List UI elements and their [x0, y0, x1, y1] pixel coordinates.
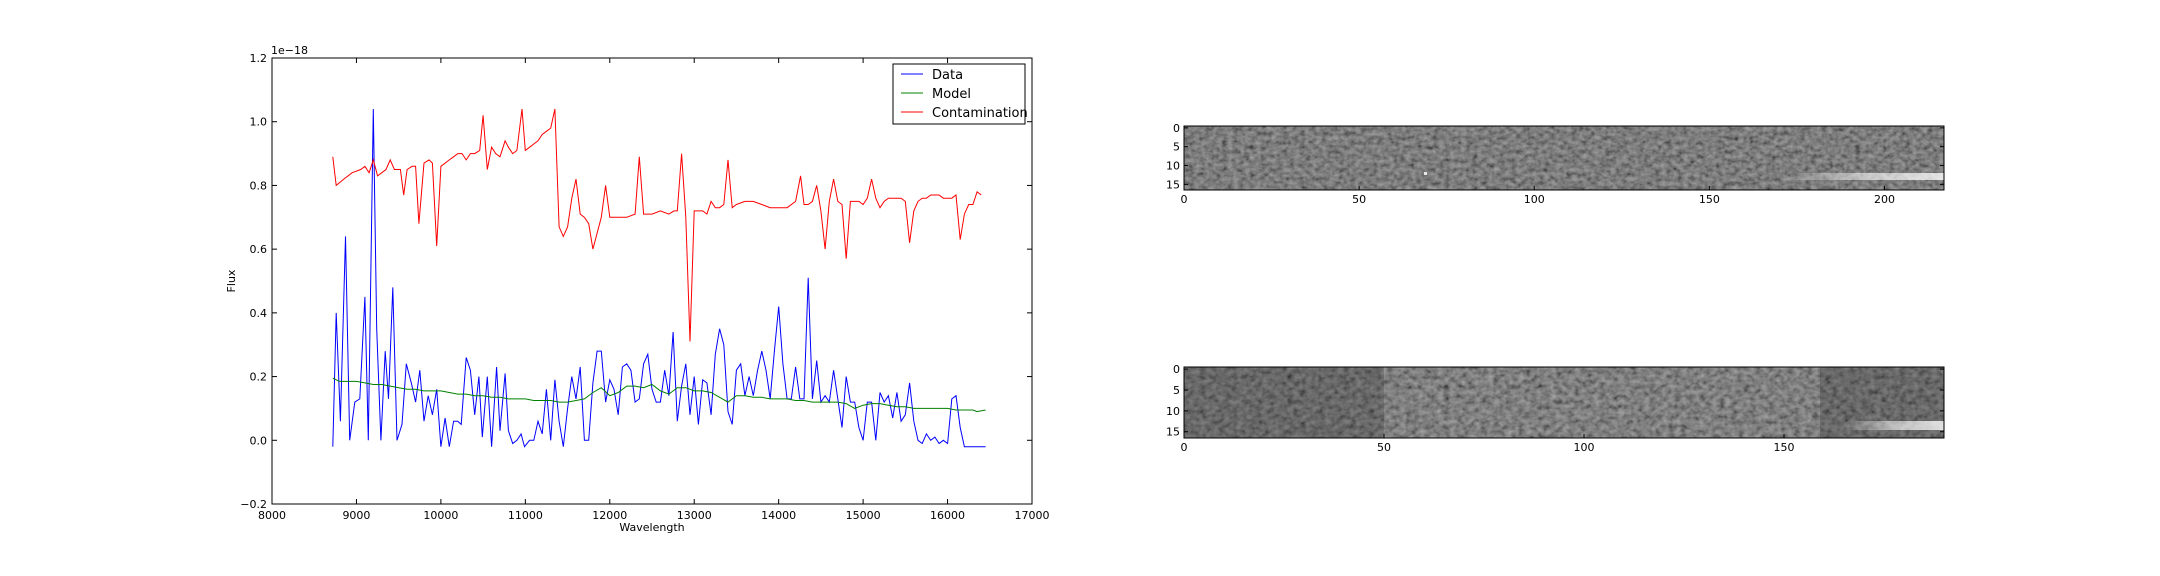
bright-streak: [1780, 173, 1944, 180]
image-y-tick-label: 5: [1173, 384, 1180, 397]
y-axis-label: Flux: [225, 269, 238, 292]
spectrum-chart: 8000 9000 10000 11000 12000 13000 14000 15000 16…: [225, 44, 1050, 534]
image-x-tick-label: 50: [1352, 193, 1366, 206]
image-x-tick-label: 200: [1874, 193, 1895, 206]
image-x-tick-label: 100: [1574, 441, 1595, 454]
image-top-axes: 0 50 100 150 200 0 5 10 15: [1166, 122, 1944, 206]
image-y-tick-label: 15: [1166, 178, 1180, 191]
axis-offset-label: 1e−18: [271, 44, 308, 57]
image-y-tick-label: 10: [1166, 405, 1180, 418]
image-frame: [1183, 366, 1945, 439]
series-line-contamination: [332, 108, 982, 342]
spectrum-image-top: 0 50 100 150 200 0 5 10 15: [1166, 122, 1945, 206]
x-tick-label: 13000: [677, 509, 712, 522]
series-line-model: [332, 377, 986, 413]
y-tick-label: 1.0: [250, 116, 268, 129]
image-x-tick-label: 100: [1524, 193, 1545, 206]
x-tick-label: 10000: [423, 509, 458, 522]
plot-area: [272, 58, 1032, 504]
bright-streak: [1840, 421, 1944, 430]
image-frame: [1183, 125, 1945, 191]
legend: Data Model Contamination: [892, 63, 1028, 125]
x-tick-label: 14000: [761, 509, 796, 522]
image-x-tick-label: 0: [1181, 441, 1188, 454]
x-tick-label: 9000: [342, 509, 370, 522]
y-tick-label: 0.8: [250, 179, 268, 192]
image-x-tick-label: 50: [1377, 441, 1391, 454]
series-layer: [332, 108, 986, 448]
y-tick-label: −0.2: [240, 498, 267, 511]
image-y-tick-label: 0: [1173, 363, 1180, 376]
legend-label-data: Data: [932, 68, 963, 83]
image-bottom-axes: 0 50 100 150 0 5 10 15: [1166, 363, 1944, 454]
y-tick-label: 0.2: [250, 371, 268, 384]
x-axis: 8000 9000 10000 11000 12000 13000 14000 15000 16…: [258, 58, 1050, 522]
y-axis: −0.2 0.0 0.2 0.4 0.6 0.8 1.0 1.2: [240, 52, 1032, 511]
x-tick-label: 12000: [592, 509, 627, 522]
image-x-tick-label: 0: [1181, 193, 1188, 206]
image-y-tick-label: 0: [1173, 122, 1180, 135]
x-tick-label: 16000: [930, 509, 965, 522]
image-y-tick-label: 5: [1173, 141, 1180, 154]
image-x-tick-label: 150: [1699, 193, 1720, 206]
x-tick-label: 15000: [846, 509, 881, 522]
legend-box: [892, 63, 1026, 125]
y-tick-label: 1.2: [250, 52, 268, 65]
x-tick-label: 17000: [1015, 509, 1050, 522]
y-tick-label: 0.6: [250, 243, 268, 256]
legend-label-contamination: Contamination: [932, 106, 1028, 121]
y-tick-label: 0.4: [250, 307, 268, 320]
x-axis-label: Wavelength: [619, 521, 684, 534]
legend-label-model: Model: [932, 87, 971, 102]
x-tick-label: 8000: [258, 509, 286, 522]
series-line-data: [332, 108, 986, 448]
plot-frame: [271, 57, 1033, 505]
image-y-tick-label: 15: [1166, 426, 1180, 439]
y-tick-label: 0.0: [250, 434, 268, 447]
image-y-tick-label: 10: [1166, 160, 1180, 173]
x-tick-label: 11000: [508, 509, 543, 522]
image-x-tick-label: 150: [1774, 441, 1795, 454]
spectrum-image-bottom: 0 50 100 150 0 5 10 15: [1166, 363, 1945, 454]
